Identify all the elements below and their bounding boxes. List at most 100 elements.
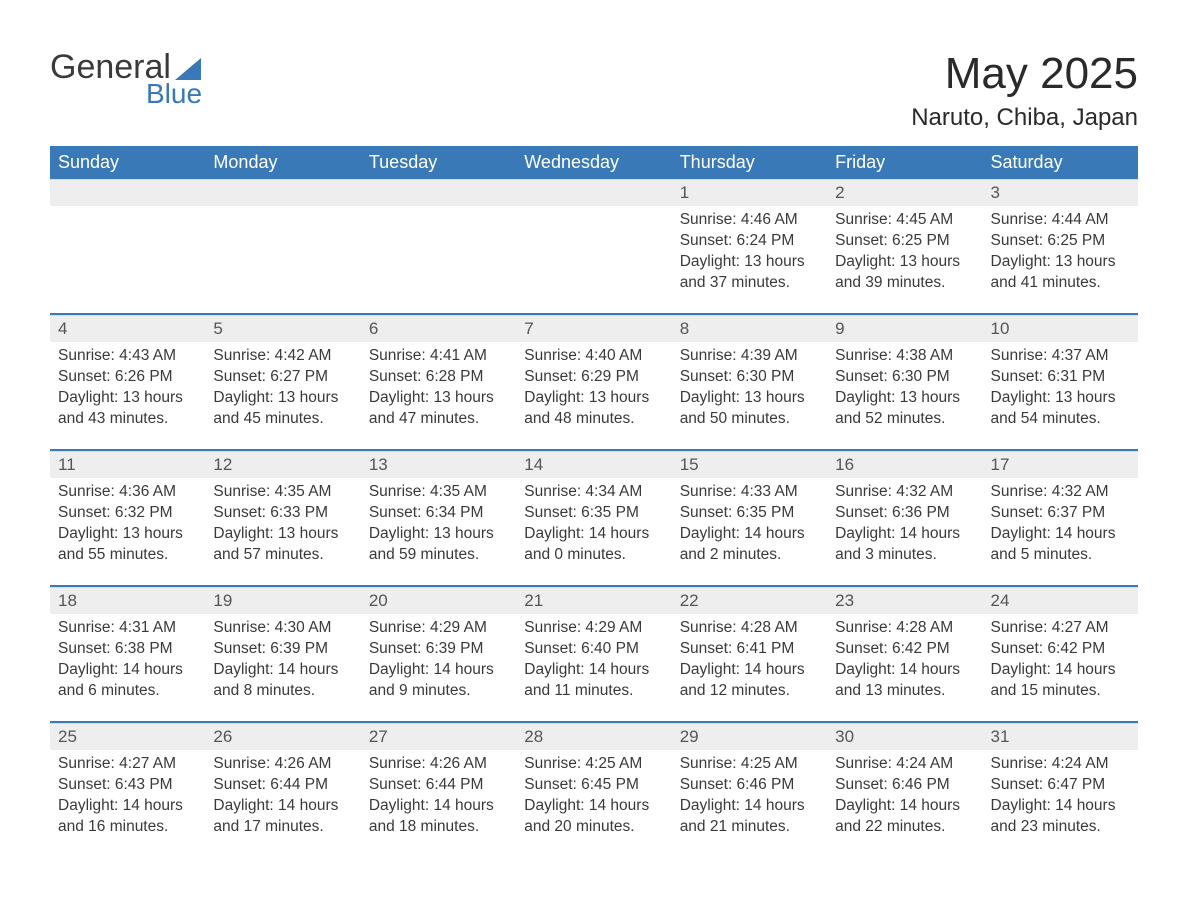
sunrise-text: Sunrise: 4:43 AM (58, 346, 197, 367)
sunset-text: Sunset: 6:25 PM (991, 231, 1130, 252)
sunrise-text: Sunrise: 4:36 AM (58, 482, 197, 503)
daylight-text: Daylight: 13 hours and 54 minutes. (991, 388, 1130, 430)
sunrise-text: Sunrise: 4:34 AM (524, 482, 663, 503)
sunrise-text: Sunrise: 4:42 AM (213, 346, 352, 367)
daylight-text: Daylight: 14 hours and 23 minutes. (991, 796, 1130, 838)
sunrise-text: Sunrise: 4:45 AM (835, 210, 974, 231)
sunrise-text: Sunrise: 4:26 AM (213, 754, 352, 775)
day-number: 3 (983, 179, 1138, 206)
calendar-cell: 21Sunrise: 4:29 AMSunset: 6:40 PMDayligh… (516, 587, 671, 721)
daylight-text: Daylight: 14 hours and 5 minutes. (991, 524, 1130, 566)
daylight-text: Daylight: 13 hours and 55 minutes. (58, 524, 197, 566)
sunrise-text: Sunrise: 4:44 AM (991, 210, 1130, 231)
calendar-cell (361, 179, 516, 313)
calendar-cell: 14Sunrise: 4:34 AMSunset: 6:35 PMDayligh… (516, 451, 671, 585)
day-number: 1 (672, 179, 827, 206)
daylight-text: Daylight: 14 hours and 21 minutes. (680, 796, 819, 838)
calendar-cell: 25 Sunrise: 4:27 AMSunset: 6:43 PMDayligh… (50, 723, 205, 857)
daylight-text: Daylight: 14 hours and 3 minutes. (835, 524, 974, 566)
sunrise-text: Sunrise: 4:31 AM (58, 618, 197, 639)
sunset-text: Sunset: 6:28 PM (369, 367, 508, 388)
day-number: 29 (672, 723, 827, 750)
daylight-text: Daylight: 13 hours and 43 minutes. (58, 388, 197, 430)
empty-day (50, 179, 205, 206)
daylight-text: Daylight: 13 hours and 57 minutes. (213, 524, 352, 566)
calendar-cell: 4 Sunrise: 4:43 AMSunset: 6:26 PMDaylight… (50, 315, 205, 449)
location-subtitle: Naruto, Chiba, Japan (911, 104, 1138, 132)
sunrise-text: Sunrise: 4:35 AM (369, 482, 508, 503)
day-body: Sunrise: 4:28 AMSunset: 6:41 PMDaylight:… (672, 614, 827, 706)
day-header: Thursday (672, 146, 827, 179)
header-row: General Blue May 2025 Naruto, Chiba, Jap… (50, 50, 1138, 132)
logo-word2: Blue (146, 78, 203, 110)
daylight-text: Daylight: 14 hours and 9 minutes. (369, 660, 508, 702)
logo: General Blue (50, 50, 203, 110)
sunset-text: Sunset: 6:43 PM (58, 775, 197, 796)
calendar-cell (50, 179, 205, 313)
calendar-cell: 17Sunrise: 4:32 AMSunset: 6:37 PMDayligh… (983, 451, 1138, 585)
day-number: 26 (205, 723, 360, 750)
day-header-row: Sunday Monday Tuesday Wednesday Thursday… (50, 146, 1138, 179)
calendar-cell: 19Sunrise: 4:30 AMSunset: 6:39 PMDayligh… (205, 587, 360, 721)
calendar-page: General Blue May 2025 Naruto, Chiba, Jap… (0, 0, 1188, 897)
day-body: Sunrise: 4:35 AMSunset: 6:34 PMDaylight:… (361, 478, 516, 570)
daylight-text: Daylight: 13 hours and 39 minutes. (835, 252, 974, 294)
sunset-text: Sunset: 6:39 PM (369, 639, 508, 660)
daylight-text: Daylight: 14 hours and 18 minutes. (369, 796, 508, 838)
sunset-text: Sunset: 6:40 PM (524, 639, 663, 660)
sunrise-text: Sunrise: 4:32 AM (835, 482, 974, 503)
sunrise-text: Sunrise: 4:40 AM (524, 346, 663, 367)
day-body: Sunrise: 4:25 AMSunset: 6:45 PMDaylight:… (516, 750, 671, 842)
empty-day (205, 179, 360, 206)
day-number: 16 (827, 451, 982, 478)
daylight-text: Daylight: 14 hours and 2 minutes. (680, 524, 819, 566)
day-number: 27 (361, 723, 516, 750)
calendar-week-row: 4Sunrise: 4:43 AMSunset: 6:26 PMDaylight… (50, 315, 1138, 449)
sunset-text: Sunset: 6:46 PM (835, 775, 974, 796)
day-number: 10 (983, 315, 1138, 342)
day-number: 4 (50, 315, 205, 342)
sunset-text: Sunset: 6:37 PM (991, 503, 1130, 524)
day-body: Sunrise: 4:42 AMSunset: 6:27 PMDaylight:… (205, 342, 360, 434)
day-number: 7 (516, 315, 671, 342)
day-number: 25 (50, 723, 205, 750)
day-body: Sunrise: 4:24 AMSunset: 6:47 PMDaylight:… (983, 750, 1138, 842)
sunrise-text: Sunrise: 4:28 AM (835, 618, 974, 639)
day-body: Sunrise: 4:31 AMSunset: 6:38 PMDaylight:… (50, 614, 205, 706)
sunrise-text: Sunrise: 4:35 AM (213, 482, 352, 503)
calendar-cell: 27Sunrise: 4:26 AMSunset: 6:44 PMDayligh… (361, 723, 516, 857)
sunset-text: Sunset: 6:44 PM (213, 775, 352, 796)
day-body: Sunrise: 4:25 AMSunset: 6:46 PMDaylight:… (672, 750, 827, 842)
day-number: 19 (205, 587, 360, 614)
day-body: Sunrise: 4:34 AMSunset: 6:35 PMDaylight:… (516, 478, 671, 570)
calendar-cell: 26Sunrise: 4:26 AMSunset: 6:44 PMDayligh… (205, 723, 360, 857)
day-body: Sunrise: 4:26 AMSunset: 6:44 PMDaylight:… (205, 750, 360, 842)
empty-day (361, 179, 516, 206)
page-title: May 2025 (911, 50, 1138, 98)
day-number: 30 (827, 723, 982, 750)
sunrise-text: Sunrise: 4:39 AM (680, 346, 819, 367)
day-body: Sunrise: 4:46 AMSunset: 6:24 PMDaylight:… (672, 206, 827, 298)
daylight-text: Daylight: 14 hours and 16 minutes. (58, 796, 197, 838)
day-body: Sunrise: 4:40 AMSunset: 6:29 PMDaylight:… (516, 342, 671, 434)
sunrise-text: Sunrise: 4:24 AM (835, 754, 974, 775)
daylight-text: Daylight: 14 hours and 8 minutes. (213, 660, 352, 702)
day-header: Sunday (50, 146, 205, 179)
calendar-cell: 31Sunrise: 4:24 AMSunset: 6:47 PMDayligh… (983, 723, 1138, 857)
day-header: Tuesday (361, 146, 516, 179)
sunset-text: Sunset: 6:26 PM (58, 367, 197, 388)
daylight-text: Daylight: 14 hours and 15 minutes. (991, 660, 1130, 702)
calendar-table: Sunday Monday Tuesday Wednesday Thursday… (50, 146, 1138, 857)
day-number: 9 (827, 315, 982, 342)
day-number: 21 (516, 587, 671, 614)
calendar-cell: 30Sunrise: 4:24 AMSunset: 6:46 PMDayligh… (827, 723, 982, 857)
day-number: 28 (516, 723, 671, 750)
daylight-text: Daylight: 13 hours and 52 minutes. (835, 388, 974, 430)
day-number: 13 (361, 451, 516, 478)
sunrise-text: Sunrise: 4:29 AM (524, 618, 663, 639)
day-body: Sunrise: 4:26 AMSunset: 6:44 PMDaylight:… (361, 750, 516, 842)
sunrise-text: Sunrise: 4:27 AM (58, 754, 197, 775)
calendar-cell: 18Sunrise: 4:31 AMSunset: 6:38 PMDayligh… (50, 587, 205, 721)
calendar-week-row: 1Sunrise: 4:46 AMSunset: 6:24 PMDaylight… (50, 179, 1138, 313)
day-header: Monday (205, 146, 360, 179)
